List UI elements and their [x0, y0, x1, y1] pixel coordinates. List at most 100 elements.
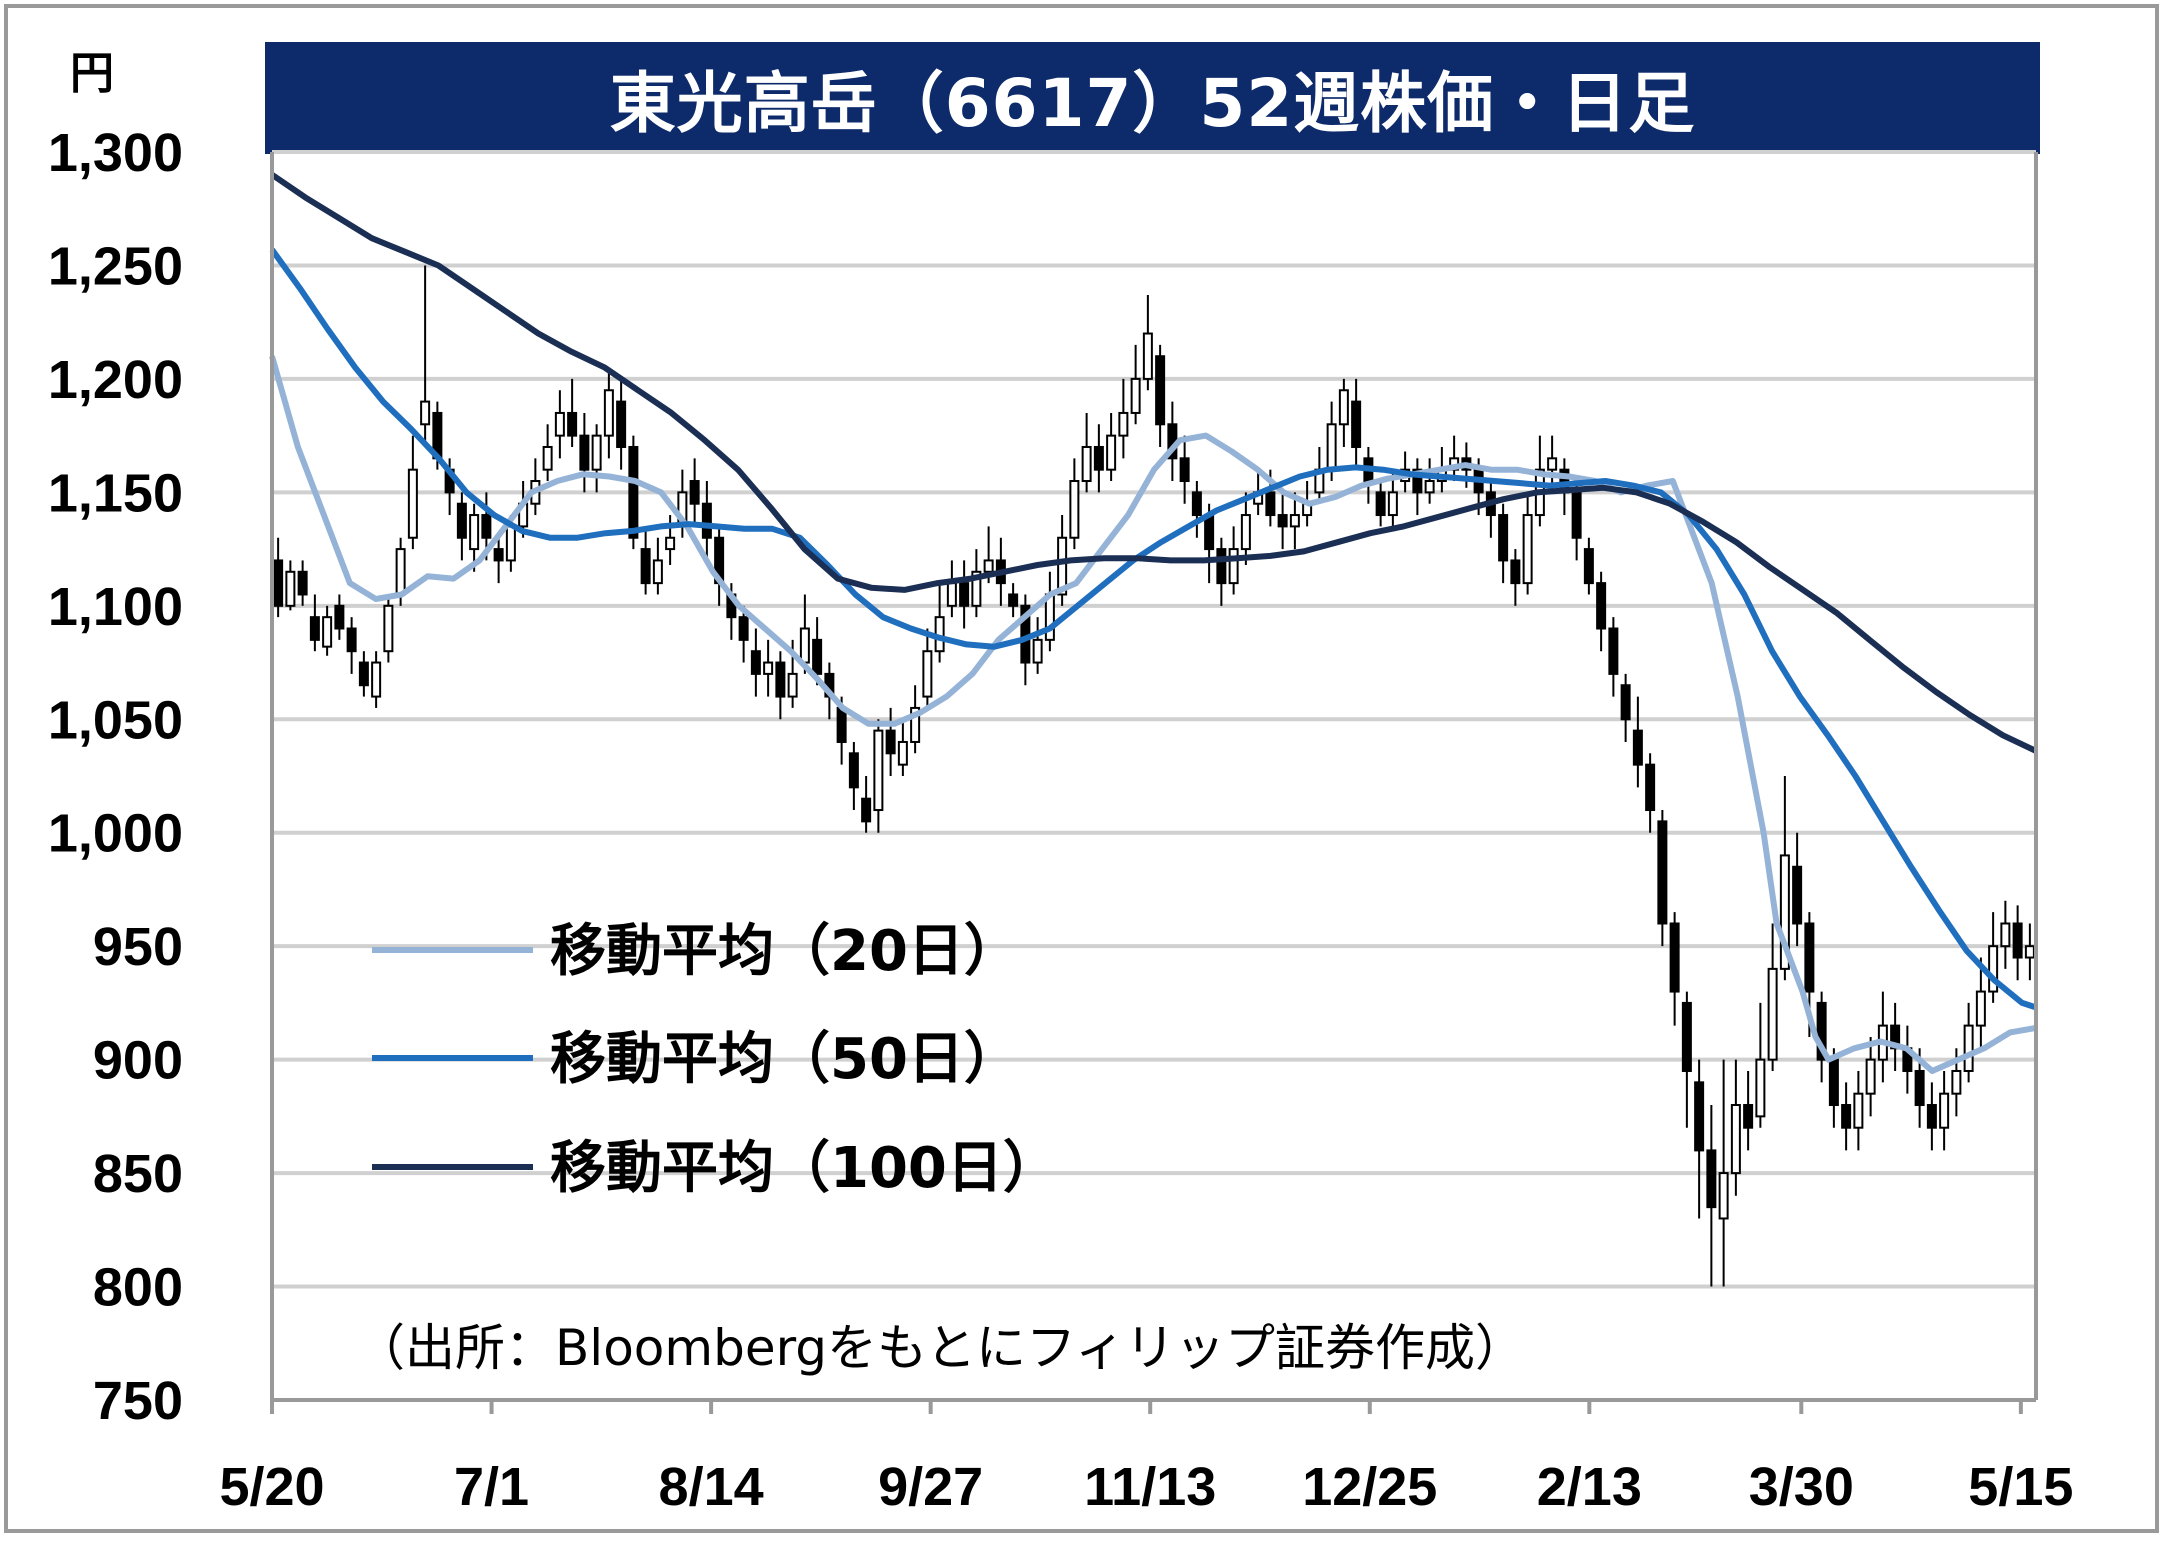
candle-body	[407, 468, 418, 539]
candle-body	[420, 400, 431, 426]
legend-label-1: 移動平均（20日）	[550, 919, 1020, 984]
y-tick-label: 1,000	[48, 804, 183, 864]
candle-body	[1571, 491, 1582, 539]
y-tick-label: 750	[93, 1371, 183, 1431]
candle-body	[1608, 627, 1619, 675]
candle-body	[701, 502, 712, 539]
ma100-line	[270, 172, 2038, 754]
candle-body	[297, 570, 308, 596]
candle-body	[1069, 480, 1080, 539]
candle-body	[910, 706, 921, 743]
candle-body	[346, 627, 357, 653]
candle-body	[775, 661, 786, 698]
candle-body	[1620, 684, 1631, 721]
y-tick-label: 900	[93, 1031, 183, 1091]
candle-body	[1951, 1069, 1962, 1095]
candle-body	[1510, 559, 1521, 585]
candle-body	[1975, 990, 1986, 1027]
candle-body	[567, 411, 578, 437]
y-tick-labels: 750 800 850 900 950 1,000 1,050 1,100 1,150 1,200…	[48, 123, 183, 1431]
candle-body	[273, 559, 284, 607]
candle-body	[1743, 1104, 1754, 1129]
candle-body	[1853, 1092, 1864, 1129]
candle-body	[873, 729, 884, 812]
candle-body	[579, 434, 590, 471]
source-note: （出所：Bloombergをもとにフィリップ証券作成）	[355, 1319, 1525, 1377]
candle-body	[1583, 548, 1594, 585]
candle-body	[469, 514, 480, 551]
candle-body	[1669, 922, 1680, 993]
candle-body	[322, 616, 333, 648]
candle-body	[1289, 514, 1300, 528]
candle-body	[959, 582, 970, 607]
candle-body	[665, 536, 676, 551]
candle-body	[285, 570, 296, 607]
moving-averages	[269, 172, 2038, 1074]
x-tick-label: 3/30	[1749, 1457, 1854, 1517]
candle-body	[371, 661, 382, 698]
grid-lines	[272, 150, 2036, 1289]
candle-body	[738, 616, 749, 641]
candle-body	[554, 411, 565, 437]
candle-body	[652, 559, 663, 585]
x-tick-label: 12/25	[1302, 1457, 1437, 1517]
candle-body	[2000, 922, 2011, 948]
y-tick-label: 1,150	[48, 463, 183, 523]
candle-body	[1779, 854, 1790, 970]
candle-body	[1632, 729, 1643, 766]
y-tick-label: 1,250	[48, 236, 183, 296]
candle-body	[1767, 967, 1778, 1061]
legend-label-2: 移動平均（50日）	[550, 1027, 1020, 1092]
chart-title: 東光高岳（6617）52週株価・日足	[265, 42, 2040, 154]
candle-body	[505, 525, 516, 562]
candle-body	[481, 514, 492, 539]
candle-body	[1228, 548, 1239, 585]
candle-body	[1044, 593, 1055, 641]
candle-body	[1926, 1104, 1937, 1129]
candle-body	[1792, 865, 1803, 925]
y-tick-label: 1,300	[48, 123, 183, 183]
y-tick-label: 1,050	[48, 690, 183, 750]
candle-body	[628, 445, 639, 539]
candle-body	[1057, 536, 1068, 596]
candle-body	[1522, 514, 1533, 585]
candle-body	[848, 752, 859, 789]
x-tick-label: 5/15	[1968, 1457, 2073, 1517]
candle-body	[1547, 457, 1558, 471]
candle-body	[885, 729, 896, 755]
candle-body	[750, 650, 761, 675]
candle-body	[383, 604, 394, 653]
candle-body	[1142, 332, 1153, 380]
candle-body	[861, 797, 872, 823]
x-tick-label: 9/27	[878, 1457, 983, 1517]
candle-body	[1106, 434, 1117, 471]
candle-body	[983, 559, 994, 573]
y-tick-label: 1,200	[48, 350, 183, 410]
candle-body	[689, 480, 700, 505]
candle-body	[1130, 377, 1141, 414]
candle-body	[922, 650, 933, 698]
ma50-line	[269, 247, 2037, 1011]
candle-body	[1498, 514, 1509, 562]
x-tick-label: 8/14	[659, 1457, 764, 1517]
candle-body	[1326, 423, 1337, 471]
x-tick-label: 11/13	[1084, 1457, 1216, 1517]
candle-body	[1204, 514, 1215, 551]
candle-body	[591, 434, 602, 471]
candle-body	[1718, 1172, 1729, 1220]
candle-body	[640, 548, 651, 585]
candle-body	[1240, 514, 1251, 551]
candle-body	[603, 389, 614, 437]
candle-body	[1694, 1081, 1705, 1152]
y-tick-label: 950	[93, 917, 183, 977]
candle-body	[1828, 1058, 1839, 1107]
candle-body	[1865, 1058, 1876, 1095]
axes	[270, 152, 2038, 1414]
ma20-line	[269, 355, 2037, 1074]
candle-body	[1706, 1149, 1717, 1209]
candle-body	[946, 582, 957, 607]
candle-body	[1755, 1058, 1766, 1118]
candle-body	[1338, 389, 1349, 426]
y-tick-label: 1,100	[48, 577, 183, 637]
candle-body	[334, 604, 345, 630]
